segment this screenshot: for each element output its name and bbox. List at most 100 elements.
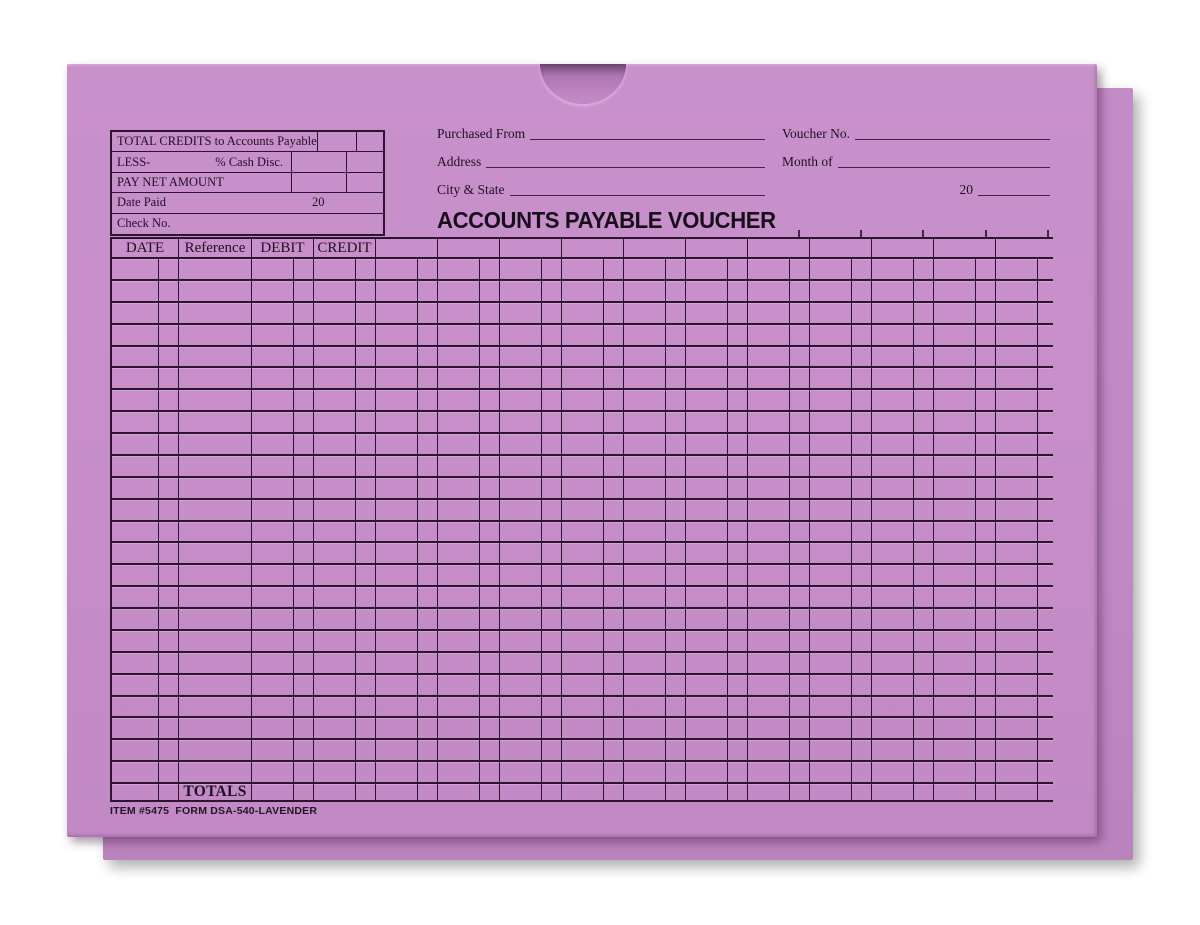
grid-cell (872, 259, 914, 279)
grid-cell (314, 477, 356, 498)
grid-cell (159, 259, 179, 279)
grid-row (112, 740, 1053, 763)
grid-cell (790, 324, 810, 345)
grid-cell (418, 499, 438, 520)
grid-cell (728, 587, 748, 607)
grid-cell (480, 521, 500, 542)
grid-cell (852, 674, 872, 695)
grid-cell (438, 280, 480, 301)
grid-cell (179, 652, 252, 673)
grid-cell (748, 477, 790, 498)
grid-cell (1038, 762, 1053, 782)
grid-cell (480, 499, 500, 520)
date-paid-year-prefix: 20 (312, 195, 325, 210)
grid-cell (376, 609, 418, 629)
grid-cell (976, 587, 996, 607)
grid-cell (252, 259, 294, 279)
grid-cell (418, 368, 438, 389)
grid-cell (314, 630, 356, 651)
grid-cell (112, 587, 159, 607)
grid-cell (376, 762, 418, 782)
grid-cell (872, 718, 914, 739)
grid-row (112, 543, 1053, 566)
grid-cell (252, 477, 294, 498)
cents-cell (356, 132, 383, 152)
grid-cell (418, 718, 438, 739)
grid-cell (624, 652, 666, 673)
grid-cell (934, 280, 976, 301)
grid-cell (376, 521, 418, 542)
grid-cell (914, 565, 934, 586)
grid-cell (604, 302, 624, 323)
grid-cell (500, 412, 542, 432)
form-item-number: ITEM #5475 FORM DSA-540-LAVENDER (110, 805, 318, 817)
grid-cell (179, 346, 252, 367)
grid-cell (314, 762, 356, 782)
grid-cell (624, 696, 666, 717)
grid-cell (418, 324, 438, 345)
grid-cell (376, 696, 418, 717)
grid-cell (500, 302, 542, 323)
grid-cell (112, 740, 159, 761)
grid-cell (686, 762, 728, 782)
grid-cell (356, 609, 376, 629)
grid-cell (252, 652, 294, 673)
grid-cell (418, 455, 438, 476)
totals-label: TOTALS (179, 784, 252, 800)
grid-cell (252, 390, 294, 411)
grid-cell (562, 565, 604, 586)
grid-cell (500, 543, 542, 564)
grid-cell (976, 696, 996, 717)
date-paid-label: Date Paid (117, 195, 166, 210)
column-header-blank (376, 239, 438, 257)
grid-cell (179, 674, 252, 695)
grid-cell (438, 718, 480, 739)
grid-cell (542, 477, 562, 498)
grid-header-extra-cells (376, 239, 1053, 257)
grid-cell (604, 784, 624, 800)
grid-row (112, 499, 1053, 522)
grid-cell (666, 259, 686, 279)
grid-cell (418, 521, 438, 542)
grid-cell (810, 652, 852, 673)
grid-cell (934, 412, 976, 432)
grid-cell (790, 718, 810, 739)
grid-cell (438, 565, 480, 586)
grid-cell (500, 696, 542, 717)
column-header-date: DATE (112, 239, 179, 257)
grid-cell (356, 499, 376, 520)
grid-cell (976, 543, 996, 564)
grid-cell (852, 324, 872, 345)
grid-cell (728, 346, 748, 367)
grid-cell (872, 740, 914, 761)
grid-header-row: DATE Reference DEBIT CREDIT (112, 239, 1053, 259)
grid-cell (934, 477, 976, 498)
grid-cell (624, 718, 666, 739)
grid-row (112, 412, 1053, 434)
grid-cell (500, 609, 542, 629)
grid-cell (542, 412, 562, 432)
grid-cell (934, 762, 976, 782)
grid-cell (872, 630, 914, 651)
grid-cell (790, 499, 810, 520)
grid-cell (790, 521, 810, 542)
grid-cell (666, 696, 686, 717)
grid-cell (728, 368, 748, 389)
grid-cell (356, 696, 376, 717)
grid-cell (810, 565, 852, 586)
grid-cell (810, 280, 852, 301)
grid-cell (748, 346, 790, 367)
grid-cell (976, 674, 996, 695)
grid-cell (914, 652, 934, 673)
grid-cell (1038, 456, 1053, 476)
grid-cell (542, 784, 562, 800)
grid-cell (1038, 609, 1053, 629)
grid-cell (624, 521, 666, 542)
grid-cell (500, 718, 542, 739)
grid-cell (810, 784, 852, 800)
grid-cell (159, 455, 179, 476)
grid-cell (562, 521, 604, 542)
grid-cell (376, 565, 418, 586)
grid-cell (686, 412, 728, 432)
grid-cell (934, 740, 976, 761)
